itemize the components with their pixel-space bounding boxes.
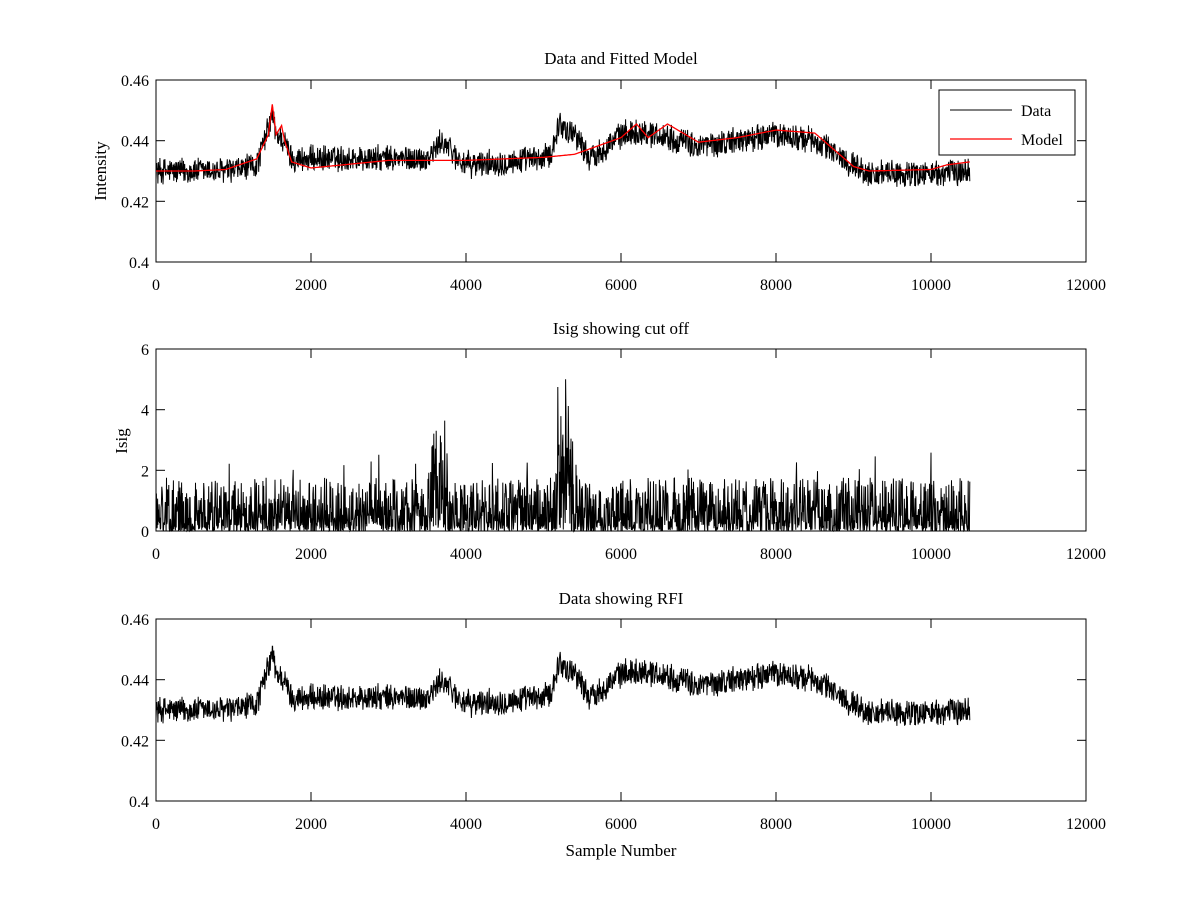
x-tick-label: 2000 bbox=[295, 277, 327, 294]
panel-2-x-ticks: 0 2000 4000 6000 8000 10000 12000 bbox=[152, 349, 1106, 563]
legend-box bbox=[938, 89, 1076, 156]
x-tick-label: 4000 bbox=[450, 277, 482, 294]
panel-3-y-ticks: 0.4 0.42 0.44 0.46 bbox=[121, 612, 1086, 811]
panel-2-isig-series bbox=[155, 379, 971, 533]
y-tick-label: 0.4 bbox=[129, 794, 149, 811]
legend: Data Model bbox=[938, 89, 1076, 156]
y-tick-label: 0.42 bbox=[121, 194, 149, 211]
y-tick-label: 0.42 bbox=[121, 733, 149, 750]
x-tick-label: 8000 bbox=[760, 277, 792, 294]
y-tick-label: 4 bbox=[141, 403, 149, 420]
x-tick-label: 10000 bbox=[911, 816, 951, 833]
x-tick-label: 6000 bbox=[605, 816, 637, 833]
x-tick-label: 12000 bbox=[1066, 816, 1106, 833]
panel-3-xlabel: Sample Number bbox=[566, 841, 677, 860]
panel-2-title: Isig showing cut off bbox=[553, 319, 689, 338]
y-tick-label: 0 bbox=[141, 524, 149, 541]
panel-2-ylabel: Isig bbox=[112, 428, 131, 454]
y-tick-label: 0.46 bbox=[121, 612, 149, 629]
y-tick-label: 0.44 bbox=[121, 673, 149, 690]
panel-3-x-ticks: 0 2000 4000 6000 8000 10000 12000 bbox=[152, 619, 1106, 833]
panel-2-y-ticks: 0 2 4 6 bbox=[141, 342, 1086, 541]
x-tick-label: 12000 bbox=[1066, 546, 1106, 563]
x-tick-label: 6000 bbox=[605, 277, 637, 294]
x-tick-label: 6000 bbox=[605, 546, 637, 563]
legend-model-label: Model bbox=[1021, 132, 1063, 149]
x-tick-label: 2000 bbox=[295, 546, 327, 563]
legend-data-label: Data bbox=[1021, 103, 1051, 120]
y-tick-label: 6 bbox=[141, 342, 149, 359]
x-tick-label: 8000 bbox=[760, 816, 792, 833]
x-tick-label: 2000 bbox=[295, 816, 327, 833]
panel-1-y-ticks: 0.4 0.42 0.44 0.46 bbox=[121, 73, 1086, 272]
x-tick-label: 0 bbox=[152, 816, 160, 833]
x-tick-label: 0 bbox=[152, 277, 160, 294]
panel-3-title: Data showing RFI bbox=[559, 589, 684, 608]
panel-1-x-ticks: 0 2000 4000 6000 8000 10000 12000 bbox=[152, 80, 1106, 294]
x-tick-label: 8000 bbox=[760, 546, 792, 563]
panel-1: Data and Fitted Model Intensity 0.4 0.42… bbox=[91, 49, 1106, 294]
panel-1-title: Data and Fitted Model bbox=[544, 49, 698, 68]
y-tick-label: 0.46 bbox=[121, 73, 149, 90]
panel-3: Data showing RFI 0.4 0.42 0.44 0.46 0 20… bbox=[121, 589, 1106, 860]
x-tick-label: 10000 bbox=[911, 546, 951, 563]
x-tick-label: 4000 bbox=[450, 816, 482, 833]
x-tick-label: 4000 bbox=[450, 546, 482, 563]
x-tick-label: 0 bbox=[152, 546, 160, 563]
panel-1-ylabel: Intensity bbox=[91, 141, 110, 201]
panel-1-model-series bbox=[156, 104, 970, 172]
y-tick-label: 0.44 bbox=[121, 134, 149, 151]
y-tick-label: 0.4 bbox=[129, 255, 149, 272]
panel-3-data-series bbox=[155, 645, 971, 726]
x-tick-label: 10000 bbox=[911, 277, 951, 294]
panel-1-data-series bbox=[155, 106, 971, 187]
x-tick-label: 12000 bbox=[1066, 277, 1106, 294]
y-tick-label: 2 bbox=[141, 463, 149, 480]
panel-2: Isig showing cut off Isig 0 2 4 6 0 2000… bbox=[112, 319, 1106, 563]
